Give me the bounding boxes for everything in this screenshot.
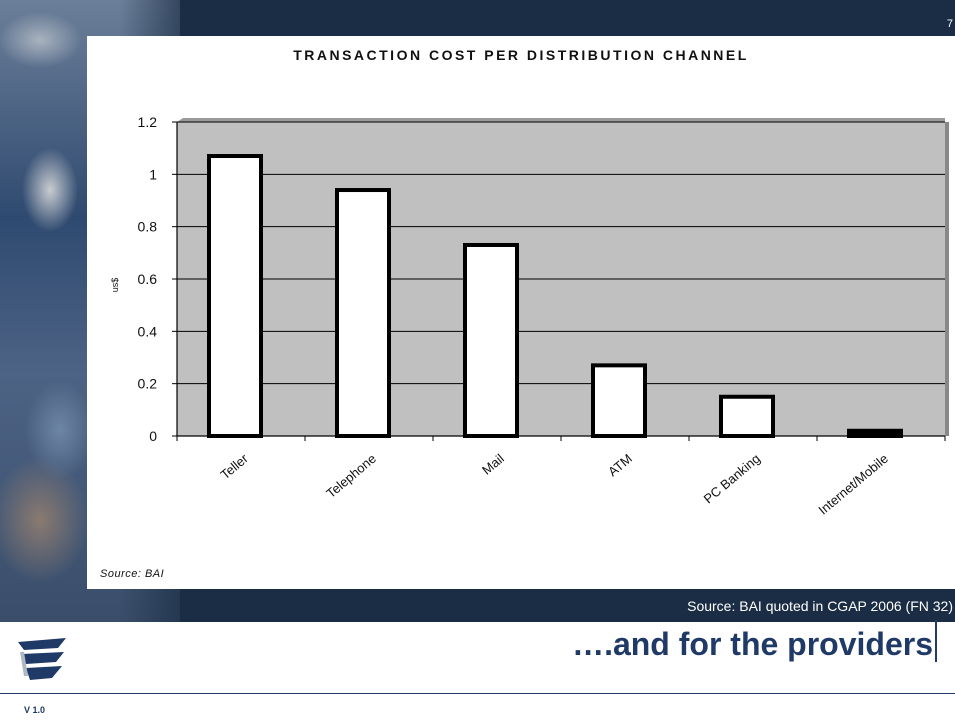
bar-mail xyxy=(463,242,519,438)
bar-telephone xyxy=(335,188,391,438)
x-tick-label: Internet/Mobile xyxy=(815,451,891,518)
chart-source: Source: BAI xyxy=(100,568,165,580)
company-logo xyxy=(18,638,66,680)
x-tick-label: ATM xyxy=(605,451,635,480)
y-tick-label: 0.4 xyxy=(138,323,158,339)
footer-rule xyxy=(0,693,955,694)
y-tick-label: 1.2 xyxy=(138,114,158,130)
x-tick-label: Telephone xyxy=(323,451,379,501)
x-tick-label: Teller xyxy=(217,450,251,482)
bar-atm xyxy=(591,363,647,439)
y-tick-label: 1 xyxy=(149,166,157,182)
bar-pc-banking xyxy=(719,394,775,438)
y-tick-label: 0.6 xyxy=(138,271,158,287)
x-tick-label: PC Banking xyxy=(701,451,763,507)
x-tick-label: Mail xyxy=(479,451,507,478)
slide-number: 7 xyxy=(946,18,953,30)
plot-right-edge xyxy=(945,122,949,436)
headline-divider xyxy=(935,620,937,662)
source-caption: Source: BAI quoted in CGAP 2006 (FN 32) xyxy=(687,598,953,614)
headline: ….and for the providers xyxy=(572,626,933,662)
y-axis-label: us$ xyxy=(110,278,120,293)
y-tick-label: 0 xyxy=(149,428,157,444)
bar-teller xyxy=(207,154,263,438)
y-tick-label: 0.2 xyxy=(138,376,158,392)
bar-internet-mobile xyxy=(847,428,903,438)
plot-top-edge xyxy=(177,118,945,122)
chart-title: TRANSACTION COST PER DISTRIBUTION CHANNE… xyxy=(293,47,749,63)
version-label: V 1.0 xyxy=(24,705,46,715)
y-tick-label: 0.8 xyxy=(138,219,158,235)
